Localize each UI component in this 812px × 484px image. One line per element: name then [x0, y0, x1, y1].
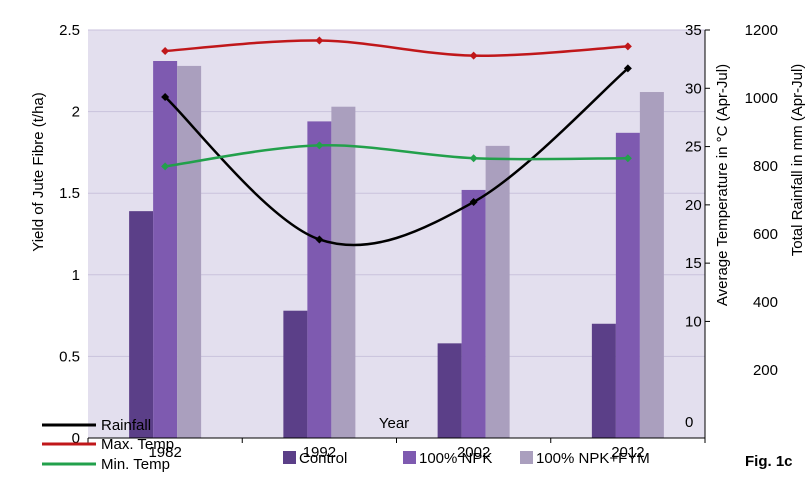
legend-npk-label: 100% NPK [419, 450, 492, 467]
temperature-tick-label: 0 [685, 414, 693, 431]
temperature-tick-label: 35 [685, 22, 702, 39]
yield-axis-ticks: 0 0.5 1 1.5 2 2.5 [59, 22, 80, 447]
line-max-temp [165, 39, 628, 57]
bar-series-group [129, 61, 664, 439]
point-min-temp-1992 [315, 141, 324, 150]
x-tick-label: 1992 [303, 444, 336, 461]
yield-tick-label: 2 [72, 104, 80, 121]
bar-control-1992 [283, 310, 308, 438]
temperature-tick-label: 10 [685, 313, 702, 330]
yield-tick-label: 0 [72, 430, 80, 447]
x-axis-ticks: 1982 1992 2002 2012 [87, 438, 706, 461]
point-max-temp-1982 [161, 46, 170, 55]
legend-npk-fym-label: 100% NPK+FYM [536, 450, 650, 467]
point-max-temp-2002 [469, 51, 478, 60]
bar-control-2012 [591, 323, 616, 438]
rainfall-tick-label: 800 [753, 158, 778, 175]
point-rainfall-1982 [161, 92, 170, 101]
bar-100-npk-2002 [461, 189, 486, 438]
rainfall-tick-label: 600 [753, 226, 778, 243]
point-min-temp-2012 [623, 154, 632, 163]
bar-100-npk-fym-1992 [331, 106, 356, 438]
temperature-tick-label: 20 [685, 197, 702, 214]
bar-legend: Control 100% NPK 100% NPK+FYM [283, 450, 650, 467]
legend-max-temp-label: Max. Temp [101, 436, 174, 453]
line-min-temp [164, 144, 628, 168]
rainfall-tick-label: 1200 [745, 22, 778, 39]
point-rainfall-2002 [469, 198, 478, 207]
rainfall-axis-ticks: 200 400 600 800 1000 1200 [745, 22, 778, 379]
legend-npk-swatch [403, 451, 416, 464]
rainfall-tick-label: 1000 [745, 90, 778, 107]
legend-min-temp-label: Min. Temp [101, 456, 170, 473]
figure-label: Fig. 1c [745, 453, 793, 470]
x-tick-label: 2012 [611, 444, 644, 461]
point-max-temp-1992 [315, 36, 324, 45]
bar-100-npk-fym-2012 [639, 92, 664, 439]
x-tick-label: 2002 [457, 444, 490, 461]
rainfall-axis-title: Total Rainfall in mm (Apr-Jul) [789, 64, 806, 257]
rainfall-tick-label: 400 [753, 294, 778, 311]
rainfall-tick-label: 200 [753, 362, 778, 379]
legend-control-swatch [283, 451, 296, 464]
yield-tick-label: 2.5 [59, 22, 80, 39]
x-axis-title: Year [379, 415, 409, 432]
legend-control-label: Control [299, 450, 347, 467]
point-max-temp-2012 [623, 42, 632, 51]
line-rainfall [164, 67, 629, 247]
temperature-axis-ticks: 0 10 15 20 25 30 35 [685, 22, 710, 431]
line-series-group [161, 36, 632, 247]
temperature-tick-label: 15 [685, 255, 702, 272]
line-legend: Rainfall Max. Temp Min. Temp [42, 417, 174, 473]
bar-100-npk-1982 [153, 61, 178, 439]
bar-100-npk-fym-1982 [177, 65, 202, 439]
point-rainfall-1992 [315, 235, 324, 244]
legend-rainfall-label: Rainfall [101, 417, 151, 434]
yield-tick-label: 1.5 [59, 185, 80, 202]
bar-control-1982 [129, 211, 154, 438]
point-rainfall-2012 [623, 64, 632, 73]
yield-tick-label: 0.5 [59, 348, 80, 365]
point-min-temp-1982 [161, 162, 170, 171]
legend-npk-fym-swatch [520, 451, 533, 464]
temperature-axis-title: Average Temperature in °C (Apr-Jul) [714, 64, 731, 306]
temperature-tick-label: 30 [685, 80, 702, 97]
x-tick-label: 1982 [148, 444, 181, 461]
yield-tick-label: 1 [72, 267, 80, 284]
temperature-tick-label: 25 [685, 139, 702, 156]
bar-100-npk-1992 [307, 121, 332, 438]
yield-axis-title: Yield of Jute Fibre (t/ha) [30, 92, 47, 252]
point-min-temp-2002 [469, 154, 478, 163]
bar-control-2002 [437, 343, 462, 438]
bar-100-npk-fym-2002 [485, 145, 510, 438]
bar-100-npk-2012 [615, 132, 640, 439]
